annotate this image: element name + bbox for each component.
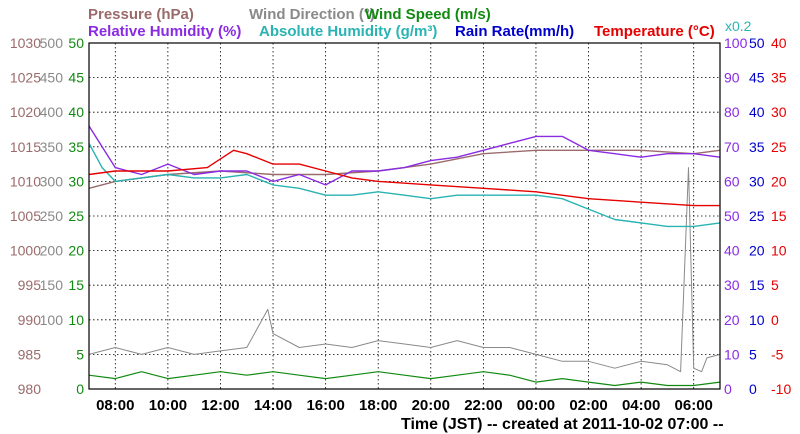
- y-tick-pressure: 995: [18, 277, 42, 293]
- y-tick-temperature: -5: [771, 346, 784, 362]
- legend-pressure: Pressure (hPa): [88, 6, 194, 23]
- x-tick-label: 16:00: [306, 397, 344, 414]
- x-tick-label: 18:00: [359, 397, 397, 414]
- y-tick-pressure: 1025: [10, 70, 41, 86]
- y-tick-temperature: 5: [771, 277, 779, 293]
- y-tick-wind_direction: 300: [40, 173, 64, 189]
- y-tick-wind_direction: 350: [40, 139, 64, 155]
- y-tick-wind_speed: 10: [68, 312, 84, 328]
- y-tick-wind_speed: 30: [68, 173, 84, 189]
- y-tick-temperature: 25: [771, 139, 787, 155]
- y-tick-wind_speed: 25: [68, 208, 84, 224]
- y-tick-pressure: 1030: [10, 35, 41, 51]
- y-tick-wind_speed: 20: [68, 243, 84, 259]
- y-tick-pressure: 1020: [10, 104, 41, 120]
- y-tick-relative_humidity: 80: [724, 104, 740, 120]
- y-tick-temperature: 30: [771, 104, 787, 120]
- x-axis: 08:00 10:00 12:00 14:00 16:00 18:00 20:00 22:00…: [96, 397, 713, 414]
- y-tick-temperature: 40: [771, 35, 787, 51]
- y-tick-rain_rate: 40: [749, 104, 765, 120]
- y-tick-temperature: -10: [771, 381, 791, 397]
- x-tick-label: 06:00: [675, 397, 713, 414]
- legend-absolute_humidity: Absolute Humidity (g/m³): [259, 23, 437, 40]
- y-tick-rain_rate: 20: [749, 243, 765, 259]
- legend-relative_humidity: Relative Humidity (%): [88, 23, 241, 40]
- legend-temperature: Temperature (°C): [594, 23, 715, 40]
- x-tick-label: 04:00: [622, 397, 660, 414]
- legend-rain_rate: Rain Rate(mm/h): [455, 23, 574, 40]
- y-tick-pressure: 1000: [10, 243, 41, 259]
- y-tick-temperature: 10: [771, 243, 787, 259]
- y-tick-rain_rate: 0: [749, 381, 757, 397]
- y-tick-relative_humidity: 40: [724, 243, 740, 259]
- y-tick-wind_speed: 5: [76, 346, 84, 362]
- left-y-axes: 1030102510201015101010051000995990985980…: [10, 35, 84, 397]
- y-tick-rain_rate: 5: [749, 346, 757, 362]
- grid-lines: [89, 43, 720, 389]
- series-line-relative_humidity: [88, 125, 721, 186]
- y-tick-relative_humidity: 100: [724, 35, 748, 51]
- y-tick-relative_humidity: 0: [724, 381, 732, 397]
- y-tick-wind_speed: 0: [76, 381, 84, 397]
- y-tick-relative_humidity: 20: [724, 312, 740, 328]
- y-tick-wind_speed: 40: [68, 104, 84, 120]
- y-tick-relative_humidity: 60: [724, 173, 740, 189]
- y-tick-wind_direction: 400: [40, 104, 64, 120]
- y-tick-wind_direction: 500: [40, 35, 64, 51]
- y-tick-relative_humidity: 10: [724, 346, 740, 362]
- right-y-axes: 1009080706050403020100504540353025201510…: [724, 35, 791, 397]
- chart-legend: Pressure (hPa) Wind Direction (°)Wind Spe…: [88, 6, 715, 40]
- y-tick-temperature: 0: [771, 312, 779, 328]
- y-tick-relative_humidity: 90: [724, 70, 740, 86]
- y-tick-temperature: 35: [771, 70, 787, 86]
- x-tick-label: 00:00: [517, 397, 555, 414]
- y-tick-wind_speed: 45: [68, 70, 84, 86]
- legend-wind_speed: Wind Speed (m/s): [365, 6, 491, 23]
- series-line-temperature: [88, 149, 720, 207]
- y-tick-wind_direction: 450: [40, 70, 64, 86]
- y-tick-wind_direction: 100: [40, 312, 64, 328]
- x-tick-label: 22:00: [464, 397, 502, 414]
- y-tick-rain_rate: 10: [749, 312, 765, 328]
- y-tick-rain_rate: 15: [749, 277, 765, 293]
- x-tick-label: 02:00: [569, 397, 607, 414]
- y-tick-pressure: 980: [18, 381, 42, 397]
- x-tick-label: 10:00: [149, 397, 187, 414]
- y-tick-rain_rate: 25: [749, 208, 765, 224]
- y-tick-temperature: 15: [771, 208, 787, 224]
- y-tick-relative_humidity: 30: [724, 277, 740, 293]
- y-tick-temperature: 20: [771, 173, 787, 189]
- x-tick-label: 08:00: [96, 397, 134, 414]
- right-axis-scale-note: x0.2: [725, 18, 752, 34]
- y-tick-wind_direction: 150: [40, 277, 64, 293]
- plot-series: [88, 125, 721, 387]
- x-tick-label: 20:00: [412, 397, 450, 414]
- y-tick-wind_direction: 200: [40, 243, 64, 259]
- y-tick-rain_rate: 45: [749, 70, 765, 86]
- plot-area-border: [88, 42, 721, 390]
- y-tick-pressure: 1015: [10, 139, 41, 155]
- y-tick-relative_humidity: 70: [724, 139, 740, 155]
- y-tick-pressure: 990: [18, 312, 42, 328]
- y-tick-rain_rate: 35: [749, 139, 765, 155]
- y-tick-relative_humidity: 50: [724, 208, 740, 224]
- series-line-wind_direction: [88, 167, 721, 373]
- y-tick-wind_speed: 35: [68, 139, 84, 155]
- y-tick-wind_direction: 250: [40, 208, 64, 224]
- y-tick-pressure: 1010: [10, 173, 41, 189]
- legend-wind_direction: Wind Direction (°): [249, 6, 375, 23]
- y-tick-wind_speed: 15: [68, 277, 84, 293]
- y-tick-wind_speed: 50: [68, 35, 84, 51]
- y-tick-rain_rate: 50: [749, 35, 765, 51]
- y-tick-pressure: 1005: [10, 208, 41, 224]
- series-line-absolute_humidity: [88, 142, 721, 228]
- series-line-wind_speed: [88, 371, 721, 387]
- x-tick-label: 14:00: [254, 397, 292, 414]
- y-tick-pressure: 985: [18, 346, 42, 362]
- x-axis-title: Time (JST) -- created at 2011-10-02 07:0…: [401, 416, 724, 433]
- y-tick-rain_rate: 30: [749, 173, 765, 189]
- x-tick-label: 12:00: [201, 397, 239, 414]
